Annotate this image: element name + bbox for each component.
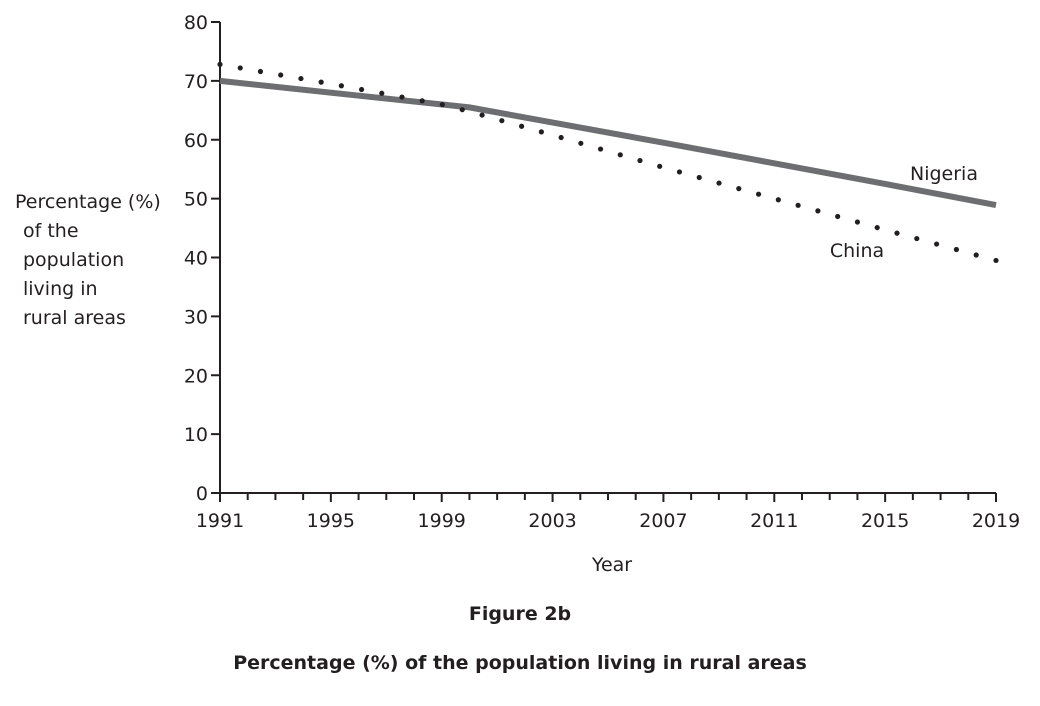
series-dot-china <box>973 252 979 258</box>
series-dot-china <box>775 197 781 203</box>
series-dot-china <box>676 169 683 175</box>
figure-caption: Percentage (%) of the population living … <box>233 652 807 674</box>
x-tick-label: 1999 <box>418 510 466 532</box>
y-axis-label-line: Percentage (%) <box>15 191 161 213</box>
series-dot-china <box>736 186 742 192</box>
series-dot-china <box>318 79 324 85</box>
y-axis-label-line: population <box>23 249 125 271</box>
series-dot-china <box>933 241 940 247</box>
series-dot-china <box>237 65 243 71</box>
x-tick-label: 2019 <box>972 510 1020 532</box>
y-tick-label: 50 <box>184 189 208 211</box>
series-dot-china <box>217 61 223 67</box>
y-tick-label: 30 <box>184 306 208 328</box>
series-dot-china <box>459 107 465 113</box>
series-dot-china <box>894 230 900 236</box>
series-dot-china <box>278 72 284 78</box>
y-tick-label: 60 <box>184 130 208 152</box>
series-dot-china <box>795 202 801 208</box>
y-axis-label-line: living in <box>23 278 98 300</box>
x-tick-label: 2007 <box>639 510 687 532</box>
series-dot-china <box>379 90 385 96</box>
series-dot-china <box>696 174 702 181</box>
series-dot-china <box>399 94 405 100</box>
series-dot-china <box>257 68 264 75</box>
y-tick-label: 10 <box>184 424 208 446</box>
series-dot-china <box>558 134 564 141</box>
y-tick-label: 20 <box>184 365 208 387</box>
series-dot-china <box>439 101 445 108</box>
y-axis-label-line: rural areas <box>23 307 126 329</box>
series-dot-china <box>298 75 304 82</box>
x-axis-label: Year <box>591 554 633 576</box>
y-tick-label: 70 <box>184 71 208 93</box>
series-dot-china <box>835 213 841 220</box>
series-label-nigeria: Nigeria <box>910 163 978 185</box>
x-tick-label: 2003 <box>528 510 576 532</box>
series-dot-china <box>597 146 604 152</box>
figure-title: Figure 2b <box>468 603 572 625</box>
series-dot-china <box>953 246 959 253</box>
series-dot-china <box>815 208 821 214</box>
series-line-nigeria <box>219 77 997 209</box>
series-dot-china <box>874 224 880 231</box>
series-dot-china <box>519 123 525 129</box>
series-dot-china <box>914 235 920 242</box>
y-tick-label: 0 <box>196 483 208 505</box>
series-dot-china <box>578 140 584 146</box>
y-axis-label-line: of the <box>23 220 79 242</box>
series-dot-china <box>854 219 861 225</box>
y-tick-label: 80 <box>184 12 208 34</box>
series-dot-china <box>716 180 722 186</box>
series-dot-china <box>538 129 544 135</box>
series-dot-china <box>637 157 643 164</box>
x-tick-label: 1991 <box>196 510 244 532</box>
series-dot-china <box>419 98 425 104</box>
series-dot-china <box>499 118 505 124</box>
series-dot-china <box>657 163 663 169</box>
x-tick-label: 2011 <box>750 510 798 532</box>
series-dot-china <box>338 83 344 89</box>
series-label-china: China <box>830 240 884 262</box>
x-tick-label: 1995 <box>307 510 355 532</box>
y-axis-label: Percentage (%) of the population living … <box>15 188 161 333</box>
y-tick-label: 40 <box>184 248 208 270</box>
series-dot-china <box>617 152 623 158</box>
series-dot-china <box>479 112 485 118</box>
x-tick-label: 2015 <box>861 510 909 532</box>
series-dot-china <box>755 191 762 197</box>
series-dot-china <box>993 257 999 264</box>
series-dot-china <box>358 86 365 93</box>
